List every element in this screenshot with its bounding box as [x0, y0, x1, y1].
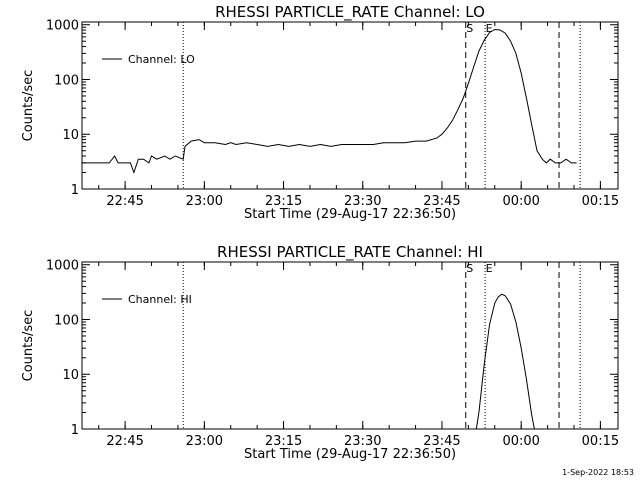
- panel-hi: RHESSI PARTICLE_RATE Channel: HI Counts/s…: [21, 243, 619, 462]
- x-tick-label: 22:45: [106, 194, 143, 209]
- x-tick-label: 23:45: [423, 434, 460, 449]
- x-tick-label: 23:15: [265, 434, 302, 449]
- marker-label: E: [486, 22, 493, 35]
- footer-timestamp: 1-Sep-2022 18:53: [562, 468, 634, 477]
- x-tick-label: 22:45: [106, 434, 143, 449]
- series-line: [82, 28, 577, 175]
- x-tick-label: 00:15: [582, 194, 619, 209]
- plot-frame: [81, 261, 619, 430]
- x-tick-label: 23:30: [344, 434, 381, 449]
- series-line: [475, 293, 535, 430]
- y-tick-label: 1: [71, 183, 79, 198]
- marker-label: S: [466, 22, 473, 35]
- x-axis-label: Start Time (29-Aug-17 22:36:50): [244, 207, 456, 222]
- marker-label: E: [486, 262, 493, 275]
- y-tick-label: 1: [71, 423, 79, 438]
- panel-lo: RHESSI PARTICLE_RATE Channel: LO Counts/s…: [21, 3, 619, 222]
- x-tick-label: 00:00: [502, 194, 539, 209]
- x-tick-label: 23:15: [265, 194, 302, 209]
- chart-title: RHESSI PARTICLE_RATE Channel: HI: [217, 243, 483, 262]
- x-tick-label: 00:00: [502, 434, 539, 449]
- x-tick-label: 23:00: [186, 194, 223, 209]
- x-tick-label: 23:30: [344, 194, 381, 209]
- y-tick-label: 1000: [46, 19, 79, 34]
- y-tick-label: 100: [54, 73, 79, 88]
- y-tick-label: 100: [54, 313, 79, 328]
- chart-title: RHESSI PARTICLE_RATE Channel: LO: [215, 3, 485, 22]
- x-tick-label: 23:00: [186, 434, 223, 449]
- y-tick-label: 10: [62, 368, 79, 383]
- y-tick-label: 1000: [46, 259, 79, 274]
- legend-entry: Channel: HI: [128, 293, 192, 306]
- x-axis-label: Start Time (29-Aug-17 22:36:50): [244, 447, 456, 462]
- y-axis-label: Counts/sec: [21, 70, 36, 142]
- y-tick-label: 10: [62, 128, 79, 143]
- marker-label: S: [466, 262, 473, 275]
- legend-entry: Channel: LO: [128, 53, 195, 66]
- y-axis-label: Counts/sec: [21, 310, 36, 382]
- x-tick-label: 00:15: [582, 434, 619, 449]
- plot-frame: [81, 21, 619, 190]
- x-tick-label: 23:45: [423, 194, 460, 209]
